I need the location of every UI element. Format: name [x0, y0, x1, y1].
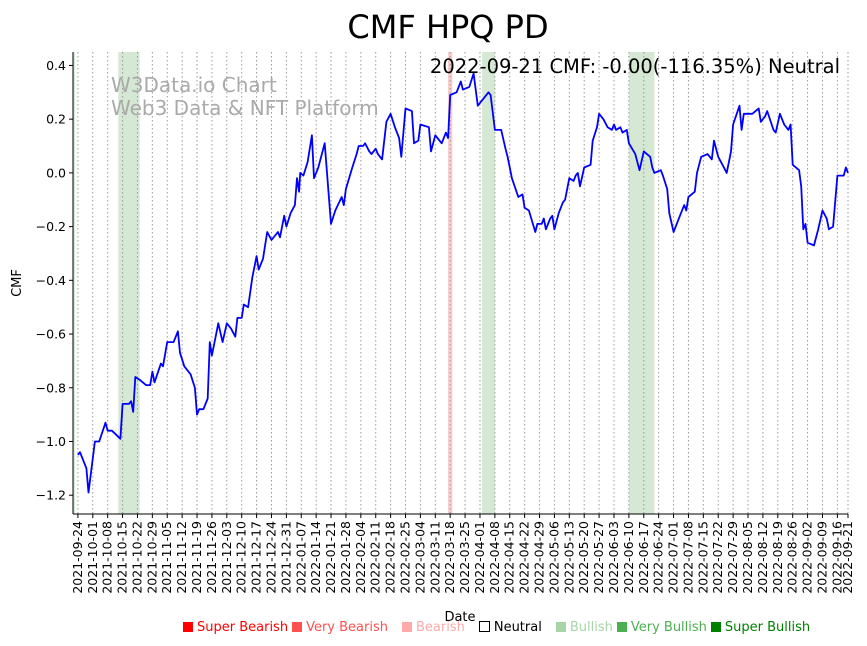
x-tick-label: 2021-11-12 [174, 521, 189, 594]
legend-swatch [555, 622, 566, 632]
x-tick-label: 2022-04-01 [472, 521, 487, 594]
x-tick-label: 2021-12-03 [219, 521, 234, 594]
x-tick-label: 2022-01-21 [323, 521, 338, 594]
y-tick-label: 0.2 [46, 112, 66, 127]
legend-label: Super Bearish [197, 620, 289, 635]
x-tick-label: 2021-12-17 [249, 521, 264, 594]
x-tick-label: 2021-12-24 [263, 521, 278, 594]
x-tick-label: 2022-03-04 [412, 521, 427, 594]
legend-label: Super Bullish [724, 620, 811, 635]
series-line-cmf [77, 72, 849, 494]
x-tick-label: 2022-08-12 [755, 521, 770, 594]
legend-item: Super Bearish [183, 620, 288, 635]
x-tick-label: 2022-03-11 [427, 521, 442, 594]
x-tick-label: 2022-08-26 [785, 521, 800, 594]
x-tick-label: 2022-02-25 [398, 521, 413, 594]
y-tick-label: −0.2 [36, 219, 66, 234]
legend-item: Very Bearish [292, 620, 388, 635]
x-tick-label: 2021-10-01 [85, 521, 100, 594]
shaded-region-bullish [482, 52, 495, 514]
x-tick-label: 2021-09-24 [70, 521, 85, 594]
x-tick-label: 2022-09-02 [800, 521, 815, 594]
x-tick-label: 2022-06-24 [651, 521, 666, 594]
shaded-region-bearish [448, 52, 453, 514]
x-tick-label: 2021-12-31 [278, 521, 293, 594]
x-tick-label: 2022-07-08 [680, 521, 695, 594]
shaded-region-bullish [73, 52, 75, 514]
x-tick-label: 2022-07-01 [666, 521, 681, 594]
chart-title: CMF HPQ PD [347, 8, 548, 46]
x-axis-label: Date [444, 610, 475, 625]
legend-item: Neutral [478, 620, 542, 635]
x-tick-label: 2022-07-22 [710, 521, 725, 594]
legend-item: Bullish [555, 620, 613, 635]
x-tick-label: 2021-12-10 [234, 521, 249, 594]
x-tick-label: 2022-05-06 [546, 521, 561, 594]
x-tick-label: 2022-07-15 [695, 521, 710, 594]
x-tick-label: 2021-10-15 [115, 521, 130, 594]
legend-swatch [478, 621, 490, 632]
watermark-line: Web3 Data & NFT Platform [111, 96, 379, 120]
x-tick-label: 2022-08-05 [740, 521, 755, 594]
x-tick-label: 2022-06-17 [636, 521, 651, 594]
x-tick-label: 2022-02-04 [353, 521, 368, 594]
shaded-region-bullish [628, 52, 655, 514]
x-tick-label: 2021-10-08 [100, 521, 115, 594]
x-tick-label: 2022-04-15 [502, 521, 517, 594]
x-tick-label: 2022-01-28 [338, 521, 353, 594]
legend-label: Very Bullish [630, 620, 707, 635]
x-tick-label: 2022-09-09 [814, 521, 829, 594]
x-tick-label: 2022-03-18 [442, 521, 457, 594]
x-tick-label: 2022-06-10 [621, 521, 636, 594]
x-tick-label: 2022-02-11 [368, 521, 383, 594]
legend-swatch [710, 622, 721, 632]
y-tick-label: −0.6 [36, 327, 66, 342]
x-tick-label: 2021-10-29 [144, 521, 159, 594]
legend-swatch [616, 622, 627, 632]
legend-swatch [183, 622, 193, 632]
watermark-line: W3Data.io Chart [111, 73, 277, 97]
y-tick-label: −1.0 [36, 434, 66, 449]
y-tick-label: −1.2 [36, 488, 66, 503]
x-tick-label: 2021-11-26 [204, 521, 219, 594]
x-tick-label: 2022-05-13 [561, 521, 576, 594]
x-tick-label: 2021-11-19 [189, 521, 204, 594]
legend-label: Neutral [493, 620, 542, 635]
legend-label: Bullish [569, 620, 613, 635]
x-tick-label: 2022-09-21 [840, 521, 855, 594]
legend-item: Very Bullish [616, 620, 707, 635]
legend-label: Bearish [415, 620, 465, 635]
x-tick-label: 2022-01-07 [293, 521, 308, 594]
x-tick-label: 2021-10-22 [129, 521, 144, 594]
x-tick-label: 2022-04-29 [532, 521, 547, 594]
legend: Super Bearish Very Bearish Bearish Neutral B… [183, 620, 814, 635]
y-tick-label: 0.4 [46, 58, 66, 73]
y-tick-label: −0.8 [36, 380, 66, 395]
y-axis-label: CMF [10, 269, 25, 297]
legend-swatch [401, 622, 412, 632]
x-tick-label: 2021-11-05 [159, 521, 174, 594]
x-tick-label: 2022-05-27 [591, 521, 606, 594]
y-tick-label: −0.4 [36, 273, 66, 288]
x-tick-label: 2022-04-22 [517, 521, 532, 594]
shaded-region-bullish [118, 52, 140, 514]
legend-swatch [292, 622, 303, 632]
x-tick-label: 2022-07-29 [725, 521, 740, 594]
x-tick-label: 2022-09-16 [829, 521, 844, 594]
x-tick-label: 2022-02-18 [383, 521, 398, 594]
status-annotation: 2022-09-21 CMF: -0.00(-116.35%) Neutral [430, 55, 840, 78]
x-tick-label: 2022-01-14 [308, 521, 323, 594]
y-tick-label: 0.0 [46, 165, 66, 180]
x-tick-label: 2022-05-20 [576, 521, 591, 594]
legend-label: Very Bearish [306, 620, 388, 635]
legend-item: Bearish [401, 620, 465, 635]
x-tick-label: 2022-03-25 [457, 521, 472, 594]
x-tick-label: 2022-04-08 [487, 521, 502, 594]
x-tick-label: 2022-06-03 [606, 521, 621, 594]
legend-item: Super Bullish [710, 620, 811, 635]
x-tick-label: 2022-08-19 [770, 521, 785, 594]
